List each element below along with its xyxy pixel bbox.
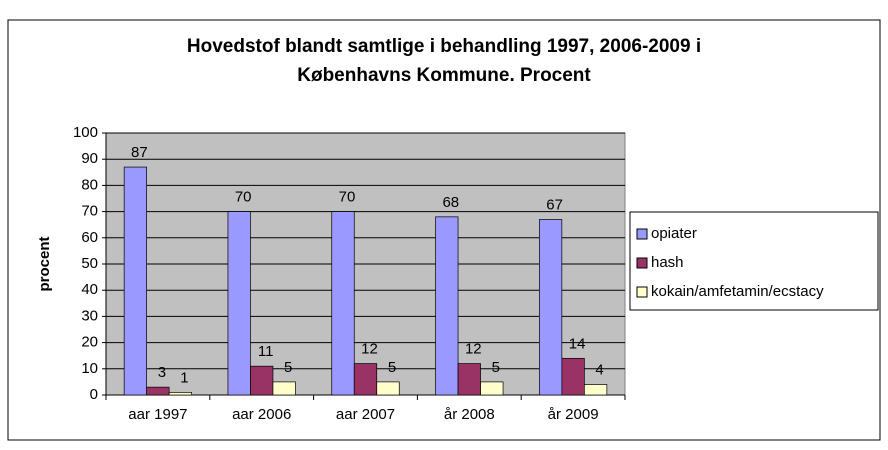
y-tick-label: 0 <box>90 386 98 403</box>
y-tick-label: 30 <box>81 307 98 324</box>
y-tick-label: 50 <box>81 255 98 272</box>
bar <box>331 211 355 396</box>
x-tick-label: år 2008 <box>444 406 495 423</box>
legend-label: kokain/amfetamin/ecstacy <box>651 283 824 300</box>
y-axis-label: procent <box>36 236 53 291</box>
data-label: 12 <box>465 341 482 358</box>
bar <box>272 381 296 396</box>
data-label: 5 <box>492 359 500 376</box>
data-label: 11 <box>258 343 274 360</box>
data-label: 67 <box>546 196 563 213</box>
legend-label: hash <box>651 254 684 271</box>
x-tick-label: aar 2006 <box>232 406 291 423</box>
bar <box>561 357 585 396</box>
y-tick-label: 10 <box>81 360 98 377</box>
legend-label: opiater <box>651 225 697 242</box>
y-tick-label: 100 <box>73 124 98 141</box>
bar <box>538 219 563 396</box>
data-label: 70 <box>235 189 252 206</box>
legend-swatch <box>636 286 648 298</box>
bar <box>353 363 378 396</box>
data-label: 12 <box>361 341 378 358</box>
y-tick-label: 80 <box>81 176 98 193</box>
chart-title: Københavns Kommune. Procent <box>297 65 591 86</box>
bar <box>480 381 504 396</box>
y-tick-label: 60 <box>81 229 98 246</box>
bar <box>168 392 192 396</box>
y-tick-label: 40 <box>81 281 98 298</box>
data-label: 5 <box>284 359 292 376</box>
data-label: 14 <box>569 335 586 352</box>
data-label: 87 <box>131 144 148 161</box>
y-tick-label: 70 <box>81 203 98 220</box>
data-label: 68 <box>442 194 459 211</box>
x-tick-label: aar 1997 <box>128 406 187 423</box>
bar <box>227 211 251 396</box>
data-label: 5 <box>388 359 396 376</box>
data-label: 70 <box>339 189 356 206</box>
data-label: 4 <box>595 361 603 378</box>
bar <box>435 216 459 396</box>
legend-swatch <box>636 228 648 240</box>
bar <box>583 384 608 396</box>
x-tick-label: år 2009 <box>548 406 599 423</box>
y-tick-label: 20 <box>81 334 98 351</box>
x-tick-label: aar 2007 <box>336 406 395 423</box>
legend-swatch <box>636 257 648 269</box>
bar <box>457 363 481 396</box>
y-tick-label: 90 <box>81 150 98 167</box>
data-label: 1 <box>180 369 188 386</box>
chart-title: Hovedstof blandt samtlige i behandling 1… <box>187 36 701 57</box>
data-label: 3 <box>158 364 166 381</box>
legend-box <box>629 211 879 311</box>
bar <box>123 166 148 396</box>
bar <box>250 365 274 396</box>
bar <box>376 381 400 396</box>
bar <box>146 386 170 396</box>
